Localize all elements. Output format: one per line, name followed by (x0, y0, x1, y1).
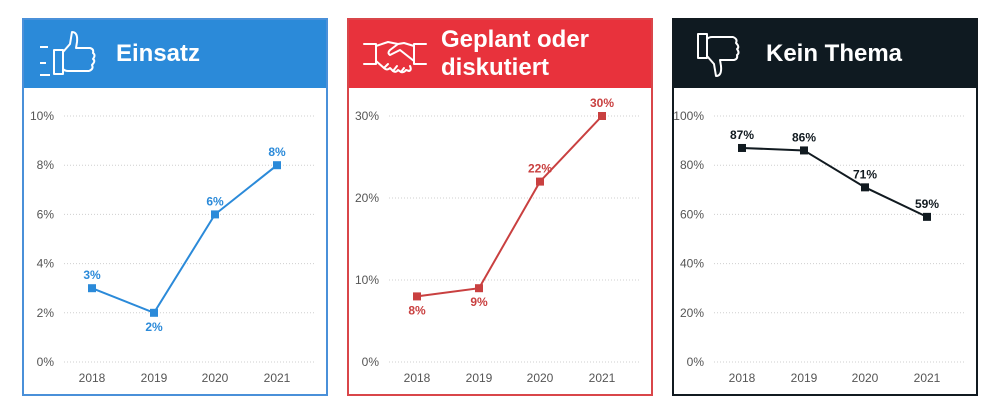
y-tick-label: 20% (680, 306, 704, 320)
data-label: 2% (145, 320, 163, 334)
data-point (211, 210, 219, 219)
x-tick-label: 2018 (79, 371, 106, 385)
y-tick-label: 0% (687, 355, 705, 369)
y-tick-label: 8% (37, 158, 55, 172)
data-label: 3% (83, 268, 101, 282)
data-point (598, 112, 606, 120)
data-label: 71% (853, 167, 877, 181)
line-chart-einsatz: 0% 2% 4% 6% 8% 10% 2018 2019 2020 2021 3% 2% 6% 8% (30, 109, 314, 385)
data-label: 59% (915, 197, 939, 211)
x-tick-label: 2020 (852, 371, 879, 385)
panel-header: Kein Thema (674, 20, 976, 88)
data-point (536, 177, 544, 186)
panel-title: Kein Thema (766, 40, 903, 67)
data-point (475, 284, 483, 293)
chart-panel-kein-thema: Kein Thema 0% 20% 40% 60% 80% 100% 2018 2019 202… (672, 18, 978, 396)
line-chart-geplant: 0% 10% 20% 30% 2018 2019 2020 2021 8% 9% 22% 30% (355, 96, 639, 385)
y-tick-label: 30% (355, 109, 379, 123)
x-tick-label: 2021 (589, 371, 616, 385)
data-point (150, 308, 158, 317)
y-tick-label: 40% (680, 257, 704, 271)
handshake-icon (349, 20, 441, 88)
y-tick-label: 80% (680, 158, 704, 172)
panel-title-line2: diskutiert (441, 54, 550, 81)
data-label: 8% (408, 303, 426, 317)
data-point (861, 183, 869, 192)
panel-header: Einsatz (24, 20, 326, 88)
y-tick-label: 2% (37, 306, 55, 320)
data-point (800, 146, 808, 155)
data-point (738, 143, 746, 152)
data-point (923, 212, 931, 221)
y-tick-label: 10% (355, 273, 379, 287)
x-tick-label: 2021 (264, 371, 291, 385)
data-label: 8% (268, 145, 286, 159)
data-label: 9% (470, 295, 488, 309)
data-label: 86% (792, 130, 816, 144)
y-tick-label: 4% (37, 257, 55, 271)
x-tick-label: 2020 (527, 371, 554, 385)
data-label: 22% (528, 162, 552, 176)
data-label: 6% (206, 194, 224, 208)
y-tick-label: 20% (355, 191, 379, 205)
data-point (273, 161, 281, 170)
x-tick-label: 2018 (404, 371, 431, 385)
x-tick-label: 2021 (914, 371, 941, 385)
panel-title: Geplant oder diskutiert (441, 26, 589, 82)
y-tick-label: 10% (30, 109, 54, 123)
x-tick-label: 2020 (202, 371, 229, 385)
chart-panel-einsatz: Einsatz 0% 2% 4% 6% 8% 10% 2018 2019 2020 2021 3% 2… (22, 18, 328, 396)
series-line (416, 115, 603, 298)
x-tick-label: 2018 (729, 371, 756, 385)
y-tick-label: 0% (37, 355, 55, 369)
panel-title: Einsatz (116, 40, 201, 67)
thumbs-up-icon (24, 20, 116, 88)
panel-title-line1: Geplant oder (441, 26, 590, 53)
x-tick-label: 2019 (141, 371, 168, 385)
y-tick-label: 6% (37, 207, 55, 221)
chart-panel-geplant: Geplant oder diskutiert 0% 10% 20% 30% 2018 2… (347, 18, 653, 396)
y-tick-label: 60% (680, 207, 704, 221)
panel-header: Geplant oder diskutiert (349, 20, 651, 88)
data-point (413, 292, 421, 301)
x-tick-label: 2019 (466, 371, 493, 385)
y-tick-label: 0% (362, 355, 380, 369)
thumbs-down-icon (674, 20, 766, 88)
line-chart-kein-thema: 0% 20% 40% 60% 80% 100% 2018 2019 2020 2021 87% 86%… (674, 109, 964, 385)
series-line (91, 164, 278, 315)
x-tick-label: 2019 (791, 371, 818, 385)
data-point (88, 284, 96, 293)
data-label: 87% (730, 128, 754, 142)
series-line (741, 146, 928, 218)
y-tick-label: 100% (674, 109, 704, 123)
data-label: 30% (590, 96, 614, 110)
